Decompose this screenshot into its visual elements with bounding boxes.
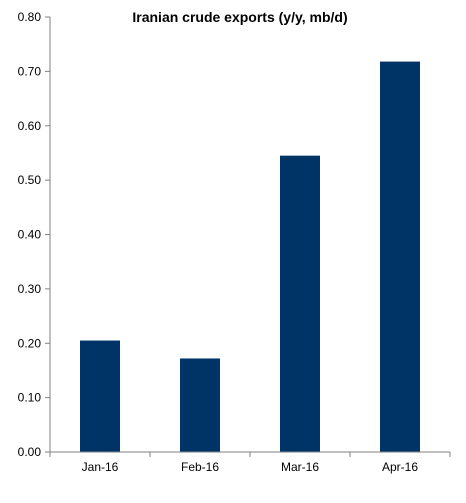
x-tick-label: Jan-16 xyxy=(82,460,119,474)
y-tick-label: 0.50 xyxy=(18,173,42,187)
x-tick-label: Apr-16 xyxy=(382,460,418,474)
bars xyxy=(80,61,420,453)
y-tick-label: 0.40 xyxy=(18,228,42,242)
y-tick-label: 0.70 xyxy=(18,64,42,78)
y-tick-label: 0.30 xyxy=(18,282,42,296)
bar-mar-16 xyxy=(280,155,320,452)
x-axis-labels: Jan-16 Feb-16 Mar-16 Apr-16 xyxy=(49,452,451,474)
y-tick-label: 0.10 xyxy=(18,391,42,405)
y-tick-label: 0.20 xyxy=(18,336,42,350)
bar-jan-16 xyxy=(80,340,120,452)
y-axis-ticks: 0.00 0.10 0.20 0.30 0.40 0.50 0.60 0.70 0.80 xyxy=(18,10,50,459)
chart-title: Iranian crude exports (y/y, mb/d) xyxy=(132,9,347,25)
bar-feb-16 xyxy=(180,358,220,452)
x-tick-label: Mar-16 xyxy=(281,460,319,474)
x-tick-label: Feb-16 xyxy=(181,460,219,474)
bar-apr-16 xyxy=(380,61,420,453)
y-tick-label: 0.80 xyxy=(18,10,42,24)
y-tick-label: 0.60 xyxy=(18,119,42,133)
y-tick-label: 0.00 xyxy=(18,445,42,459)
